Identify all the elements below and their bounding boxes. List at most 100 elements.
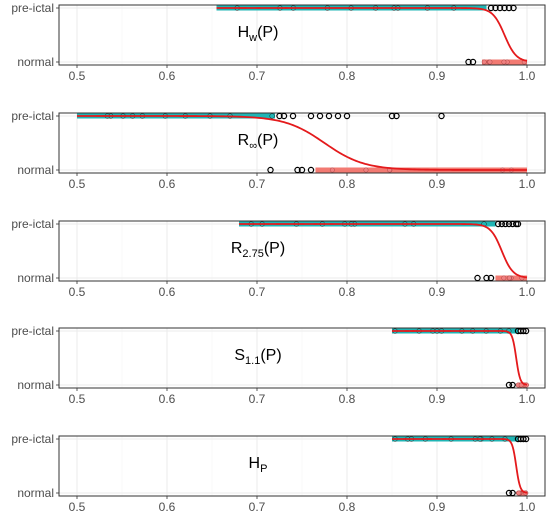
preictal-outlier-point [316,112,324,120]
preictal-outlier-point [505,220,513,228]
preictal-outlier-point [325,112,333,120]
normal-outlier-point [505,489,513,497]
x-tick-label: 0.9 [429,177,446,191]
fitted-logistic-curve [392,330,528,386]
normal-point [487,59,493,65]
x-tick-label: 0.6 [159,285,176,299]
preictal-outlier-point [276,112,283,120]
x-tick-label: 0.8 [339,177,356,191]
normal-outlier-point [483,274,490,282]
x-tick-label: 0.9 [429,69,446,83]
panel-1: pre-ictal normal 0.5 0.6 0.7 0.8 0.9 1.0 Hw(P) [11,1,546,83]
panel-3: pre-ictal normal 0.5 0.6 0.7 0.8 0.9 1.0 R2.75(P… [11,217,546,299]
y-tick-label: pre-ictal [11,324,54,338]
preictal-point [269,113,275,119]
x-tick-label: 0.8 [339,69,356,83]
normal-outlier-point [509,489,516,497]
y-tick-label: normal [17,55,54,69]
preictal-outlier-point [498,220,505,228]
x-tick-label: 0.9 [429,500,446,514]
y-tick-label: normal [17,163,54,177]
x-tick-label: 0.6 [159,177,176,191]
x-tick-label: 0.7 [249,285,266,299]
preictal-outlier-point [334,112,342,120]
normal-point [481,59,487,65]
normal-outlier-point [294,166,301,174]
panel-border [58,435,546,497]
grid [59,436,545,496]
fitted-logistic-curve [239,223,528,279]
y-tick-label: pre-ictal [11,1,54,15]
x-tick-label: 0.6 [159,69,176,83]
preictal-outlier-point [495,220,502,228]
panel-title: S1.1(P) [234,347,281,367]
preictal-outlier-point [289,112,297,120]
x-tick-label: 0.8 [339,500,356,514]
preictal-outlier-point [307,112,315,120]
normal-point [501,275,507,281]
x-tick-label: 0.6 [159,392,176,406]
x-tick-label: 0.9 [429,392,446,406]
preictal-outlier-point [496,4,504,12]
preictal-outlier-point [510,4,517,12]
normal-outlier-point [307,166,315,174]
fitted-logistic-curve [392,438,528,494]
x-tick-label: 1.0 [519,177,536,191]
preictal-outlier-point [505,4,513,12]
normal-outlier-point [298,166,306,174]
normal-outlier-point [487,274,495,282]
preictal-outlier-point [522,327,530,335]
panel-5: pre-ictal normal 0.5 0.6 0.7 0.8 0.9 1.0 HP [11,432,546,514]
y-tick-label: pre-ictal [11,109,54,123]
x-tick-label: 0.7 [249,392,266,406]
panel-title: R2.75(P) [231,240,285,260]
x-tick-label: 0.6 [159,500,176,514]
x-tick-label: 0.7 [249,69,266,83]
x-tick-label: 1.0 [519,500,536,514]
x-tick-label: 1.0 [519,392,536,406]
normal-outlier-point [465,58,472,66]
x-tick-label: 0.5 [69,69,86,83]
preictal-outlier-point [520,327,527,335]
preictal-outlier-point [393,112,400,120]
preictal-outlier-point [280,112,288,120]
y-tick-label: pre-ictal [11,217,54,231]
x-tick-label: 0.7 [249,500,266,514]
normal-point [501,59,507,65]
panel-2: pre-ictal normal 0.5 0.6 0.7 0.8 0.9 1.0 R∞(P) [11,109,546,191]
preictal-outlier-point [492,4,499,12]
x-tick-label: 0.8 [339,285,356,299]
panel-title: R∞(P) [238,132,279,152]
x-tick-label: 1.0 [519,69,536,83]
preictal-outlier-point [501,4,508,12]
fitted-logistic-curve [77,115,527,171]
panel-border [58,327,546,389]
y-tick-label: normal [17,486,54,500]
panel-title: Hw(P) [238,24,279,44]
fitted-logistic-curve [216,7,528,62]
x-tick-label: 0.7 [249,177,266,191]
normal-point [363,167,369,173]
preictal-outlier-point [502,220,509,228]
normal-outlier-point [509,381,516,389]
panel-4: pre-ictal normal 0.5 0.6 0.7 0.8 0.9 1.0 S1.1(P) [11,324,546,406]
x-tick-label: 0.5 [69,500,86,514]
normal-outlier-point [469,58,477,66]
normal-point [506,275,512,281]
normal-outlier-point [267,166,274,174]
panel-border [58,220,546,282]
x-tick-label: 0.9 [429,285,446,299]
y-tick-label: normal [17,378,54,392]
normal-point [329,167,335,173]
normal-point [516,490,522,496]
preictal-outlier-point [438,112,445,120]
normal-outlier-point [505,381,513,389]
panel-title: HP [249,455,268,475]
preictal-outlier-point [514,220,522,228]
preictal-outlier-point [487,4,495,12]
x-tick-label: 0.8 [339,392,356,406]
y-tick-label: normal [17,271,54,285]
preictal-outlier-point [522,435,530,443]
panel-border [58,4,546,66]
